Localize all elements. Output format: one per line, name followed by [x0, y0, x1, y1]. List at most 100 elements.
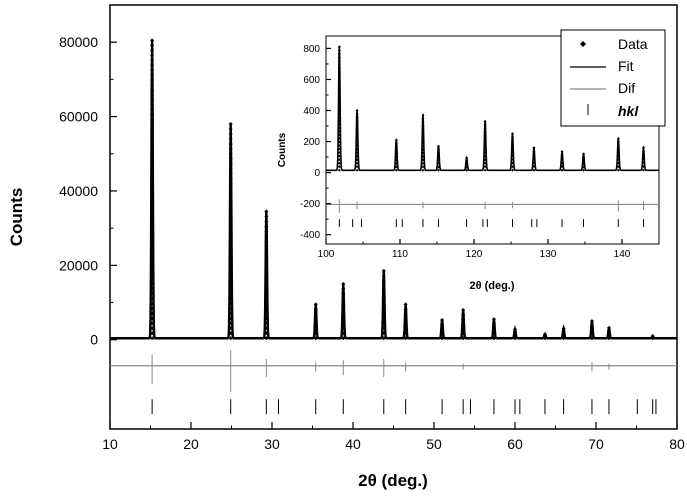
inset-data-point [337, 45, 341, 49]
main-data-point [440, 318, 445, 323]
main-data-point [403, 326, 408, 331]
legend-item-data: Data [580, 36, 648, 52]
main-peak-0 [150, 38, 155, 341]
inset-y-tick-label: -200 [300, 199, 320, 210]
main-data-point [341, 286, 346, 291]
main-data-point [228, 246, 233, 251]
inset-data-point [560, 161, 564, 165]
legend-label-fit: Fit [618, 58, 634, 74]
main-y-tick-label: 20000 [59, 257, 98, 273]
inset-data-point [337, 108, 341, 112]
inset-y-axis-label: Counts [277, 132, 288, 167]
main-y-tick-label: 0 [90, 332, 98, 348]
inset-data-point [421, 154, 425, 158]
main-data-point [228, 231, 233, 236]
inset-data-point [532, 157, 536, 161]
inset-data-point [483, 154, 487, 158]
main-x-tick-label: 30 [264, 436, 280, 452]
main-data-point [461, 307, 466, 312]
inset-x-axis: 100 110 120 130 140 [318, 239, 631, 260]
main-data-point [264, 255, 269, 260]
main-data-point [150, 167, 155, 172]
inset-peak-12 [641, 146, 645, 172]
main-data-point [381, 274, 386, 279]
main-data-point [589, 319, 594, 324]
main-data-point [150, 142, 155, 147]
main-data-point [150, 92, 155, 97]
main-data-point [150, 336, 155, 341]
main-data-point [461, 317, 466, 322]
inset-data-point [465, 162, 469, 166]
inset-data-point [560, 153, 564, 157]
main-data-point [440, 327, 445, 332]
main-data-point [264, 290, 269, 295]
main-data-point [228, 126, 233, 131]
inset-plot-frame [325, 35, 660, 245]
inset-data-point [355, 126, 359, 130]
main-data-point [513, 327, 517, 332]
main-data-point [228, 291, 233, 296]
inset-data-point [337, 137, 341, 141]
inset-data-point [337, 66, 341, 70]
inset-data-point [436, 144, 440, 148]
inset-data-point [355, 147, 359, 151]
inset-data-point [616, 168, 620, 172]
inset-data-point [483, 151, 487, 155]
main-data-point [150, 286, 155, 291]
main-data-point [264, 295, 269, 300]
main-data-point [650, 336, 655, 341]
inset-x-tick-label: 130 [540, 249, 557, 260]
inset-data-point [582, 162, 586, 166]
main-data-point [150, 117, 155, 122]
main-data-point [403, 307, 408, 312]
main-data-point [228, 326, 233, 331]
main-data-point [461, 336, 466, 341]
inset-data-point [532, 161, 536, 165]
main-data-point [150, 296, 155, 301]
main-data-point [403, 321, 408, 326]
main-data-point [150, 162, 155, 167]
inset-data-point [421, 148, 425, 152]
inset-data-layer [326, 45, 659, 227]
main-data-point [228, 261, 233, 266]
inset-peak-6 [483, 119, 487, 172]
inset-data-point [337, 73, 341, 77]
inset-data-point [337, 133, 341, 137]
inset-data-point [337, 98, 341, 102]
inset-peak-7 [510, 132, 514, 172]
inset-data-point [394, 151, 398, 155]
inset-data-point [436, 151, 440, 155]
main-data-point [150, 122, 155, 127]
main-data-point [150, 182, 155, 187]
main-data-point [150, 207, 155, 212]
inset-data-point [436, 165, 440, 169]
inset-data-point [355, 119, 359, 123]
inset-data-point [337, 129, 341, 133]
main-data-point [228, 206, 233, 211]
main-peak-13 [589, 319, 594, 341]
inset-data-point [337, 112, 341, 116]
main-data-point [491, 331, 496, 336]
inset-x-tick-label: 120 [466, 249, 483, 260]
main-data-point [150, 58, 155, 63]
main-peak-4 [341, 281, 346, 341]
inset-data-point [337, 122, 341, 126]
main-data-point [228, 331, 233, 336]
inset-data-point [510, 161, 514, 165]
inset-data-point [421, 117, 425, 121]
inset-data-point [483, 140, 487, 144]
inset-data-point [421, 151, 425, 155]
inset-data-point [337, 115, 341, 119]
inset-data-point [394, 145, 398, 149]
inset-data-point [337, 126, 341, 130]
inset-data-point [421, 130, 425, 134]
main-peak-2 [264, 209, 269, 341]
inset-data-point [394, 158, 398, 162]
inset-data-point [483, 147, 487, 151]
main-data-point [264, 209, 269, 214]
inset-data-point [421, 141, 425, 145]
inset-y-tick-label: 800 [303, 44, 320, 55]
main-data-point [228, 251, 233, 256]
main-data-point [150, 87, 155, 92]
